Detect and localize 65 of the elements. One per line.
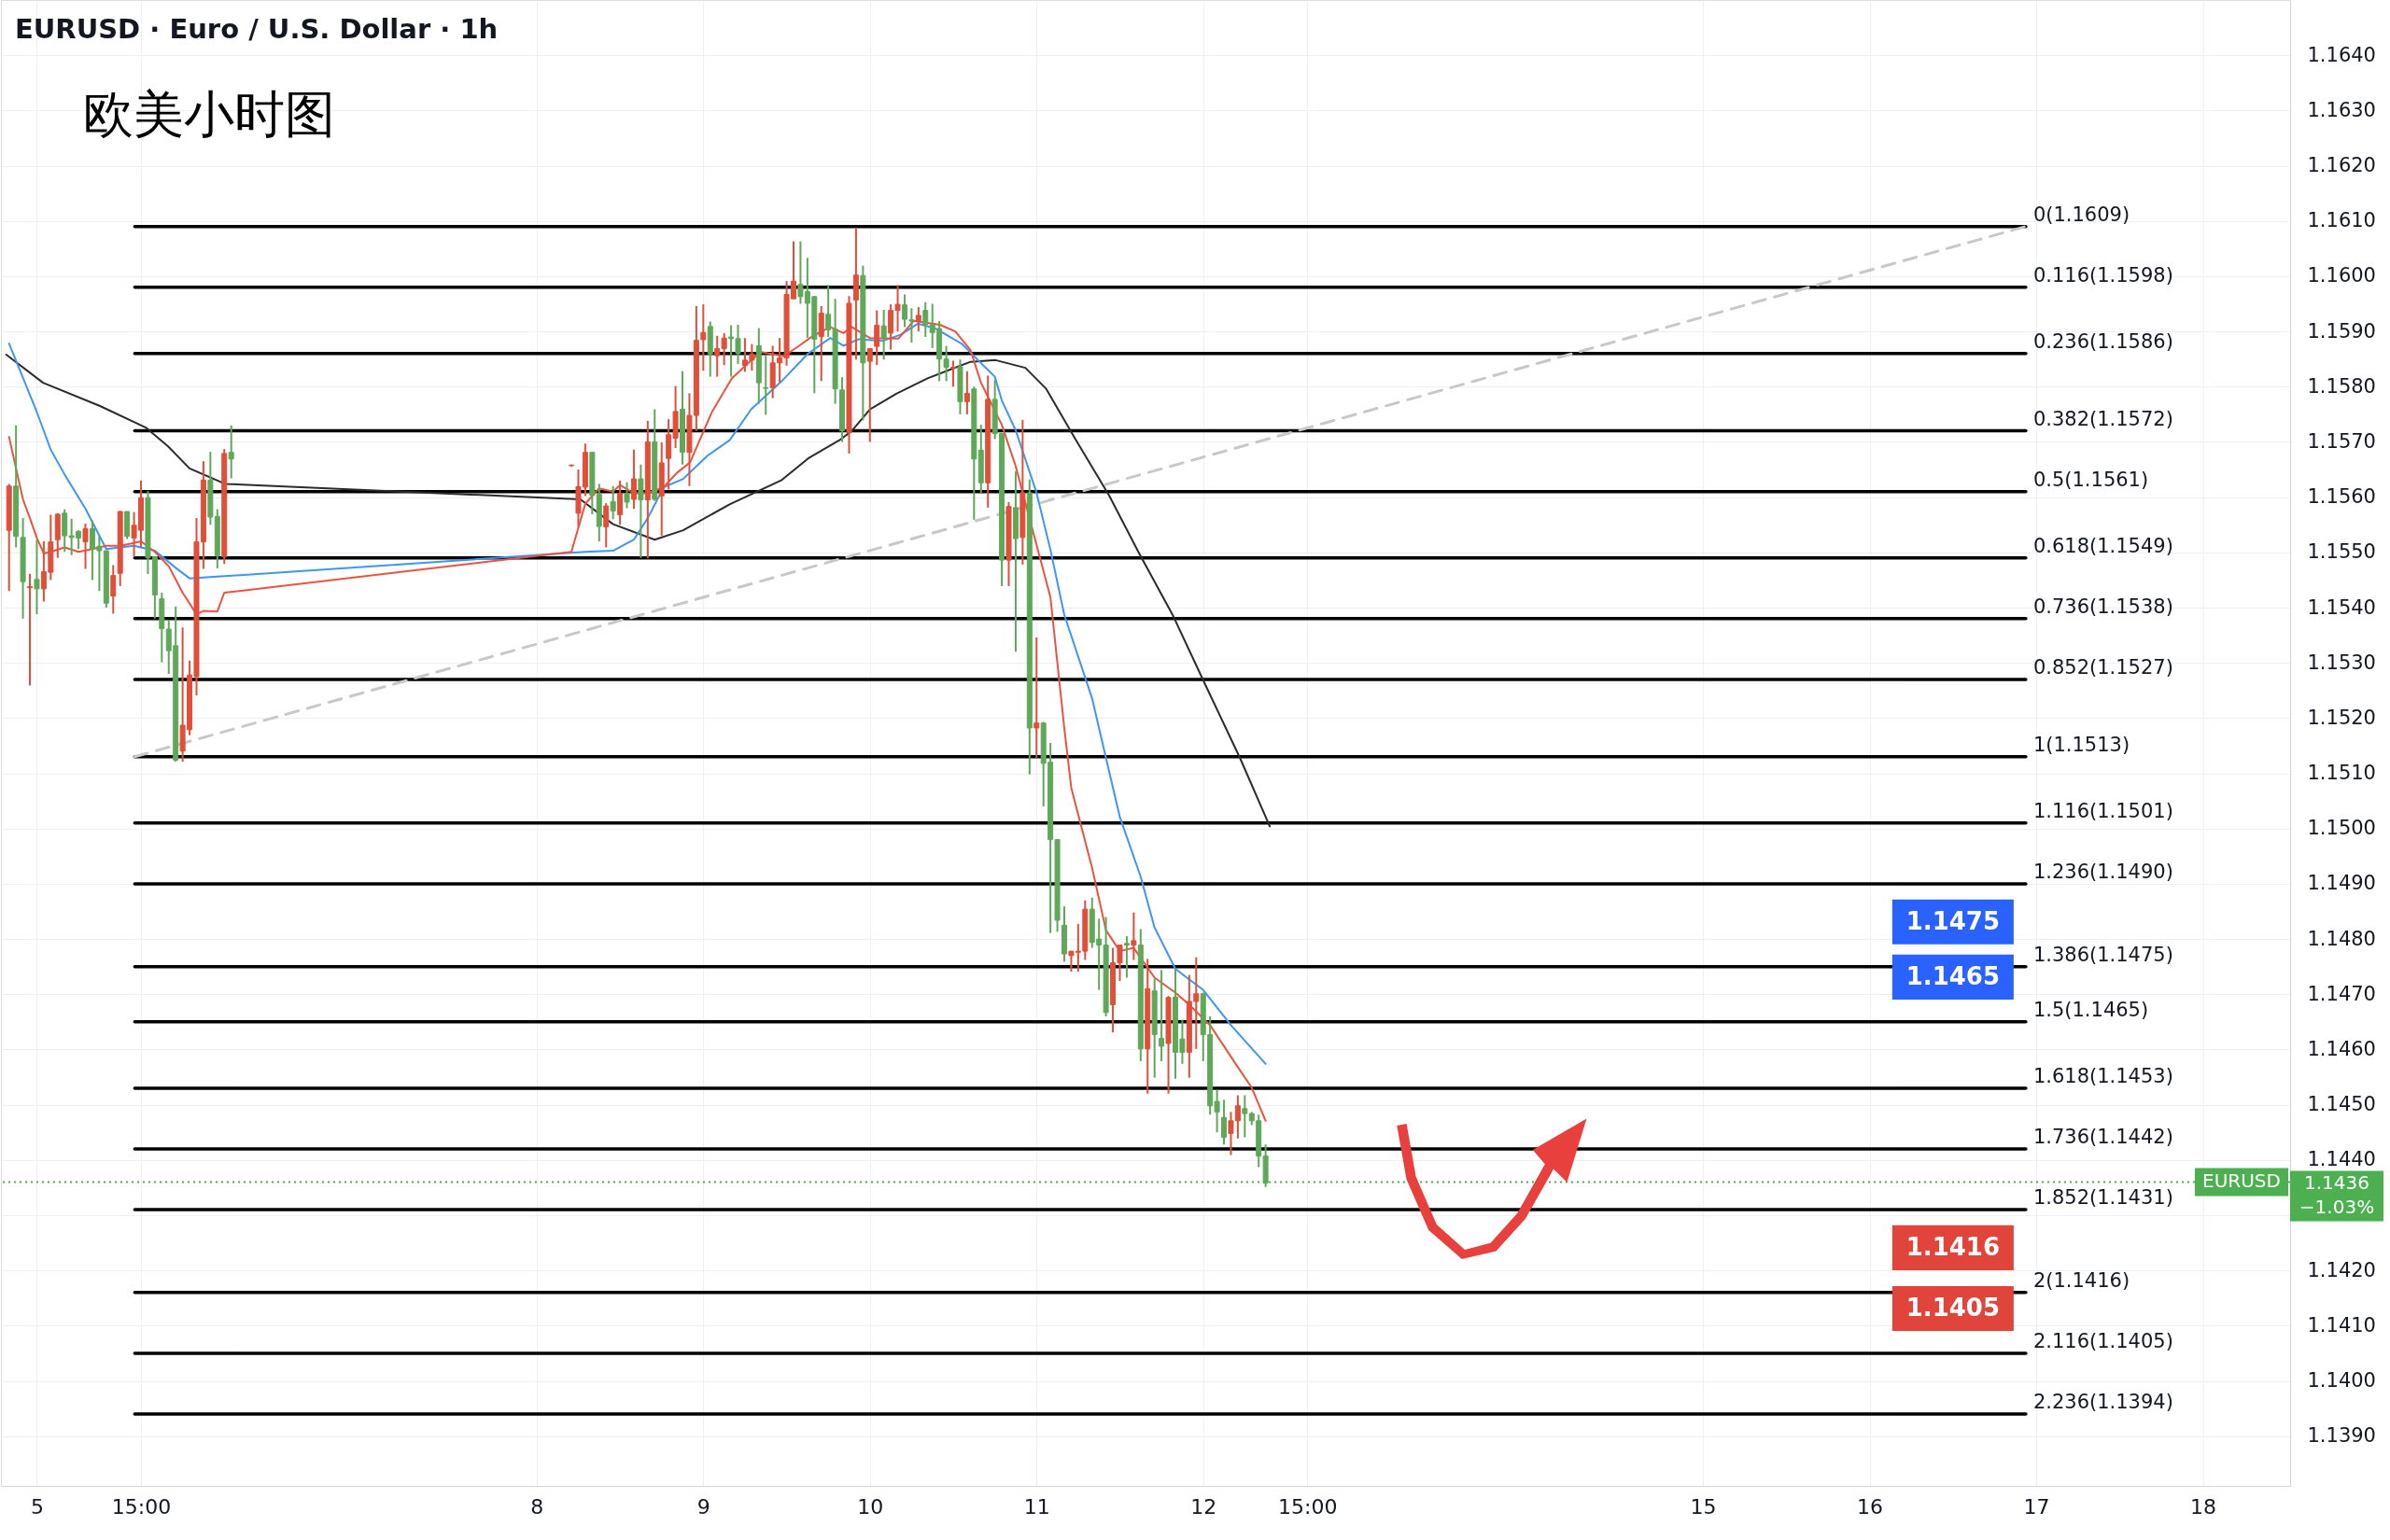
series-label: 1.852(1.1431) [2032,1186,2173,1210]
y-tick-label: 1.1570 [2307,429,2376,453]
series-label: 2(1.1416) [2032,1268,2130,1292]
data-label: 1.1465 [1905,961,2001,990]
x-tick-label: 9 [696,1494,710,1519]
text: 1.1436 [2304,1171,2369,1195]
y-tick-label: 1.1540 [2307,595,2376,619]
x-tick-label: 11 [1023,1494,1050,1519]
data-label: 1.1475 [1905,906,2001,935]
x-tick-label: 15:00 [111,1494,172,1519]
y-tick-label: 1.1410 [2307,1313,2376,1337]
y-tick-label: 1.1560 [2307,485,2376,509]
series-label: 0.236(1.1586) [2032,329,2173,353]
y-tick-label: 1.1500 [2307,817,2376,840]
series-label: 1.386(1.1475) [2032,943,2173,966]
text: −1.03% [2299,1196,2375,1219]
y-tick-label: 1.1610 [2307,209,2376,232]
series-label: 2.236(1.1394) [2032,1391,2173,1414]
y-tick-label: 1.1530 [2307,651,2376,674]
text: 欧美小时图 [83,85,335,144]
x-tick-label: 10 [857,1494,884,1519]
series-label: 0.382(1.1572) [2032,407,2173,430]
y-tick-label: 1.1590 [2307,319,2376,343]
series-label: 1(1.1513) [2032,733,2130,756]
y-tick-label: 1.1450 [2307,1093,2376,1116]
y-tick-label: 1.1580 [2307,374,2376,398]
series-label: 1.5(1.1465) [2032,998,2149,1021]
x-tick-label: 5 [30,1494,44,1519]
y-tick-label: 1.1470 [2307,982,2376,1005]
data-label: 1.1416 [1905,1232,2001,1261]
data-label: 1.1405 [1905,1293,2001,1322]
y-tick-label: 1.1640 [2307,43,2376,66]
y-tick-label: 1.1510 [2307,762,2376,785]
series-label: 0.736(1.1538) [2032,595,2173,618]
series-label: 1.236(1.1490) [2032,860,2173,883]
y-tick-label: 1.1490 [2307,872,2376,895]
y-tick-label: 1.1550 [2307,540,2376,564]
x-tick-label: 15:00 [1278,1494,1338,1519]
y-tick-label: 1.1390 [2307,1424,2376,1448]
y-tick-label: 1.1620 [2307,154,2376,177]
y-tick-label: 1.1440 [2307,1148,2376,1171]
x-tick-label: 15 [1690,1494,1717,1519]
series-label: 0.852(1.1527) [2032,655,2173,679]
y-tick-label: 1.1520 [2307,706,2376,729]
series-label: 0(1.1609) [2032,203,2130,226]
x-tick-label: 12 [1190,1494,1217,1519]
y-tick-label: 1.1400 [2307,1369,2376,1393]
series-label: 1.736(1.1442) [2032,1125,2173,1148]
x-tick-label: 17 [2023,1494,2050,1519]
x-tick-label: 18 [2190,1494,2217,1519]
y-tick-label: 1.1460 [2307,1037,2376,1060]
y-tick-label: 1.1600 [2307,264,2376,287]
text: EURUSD · Euro / U.S. Dollar · 1h [15,13,499,45]
ref-line-label: EURUSD [2202,1169,2281,1193]
y-tick-label: 1.1630 [2307,98,2376,121]
series-label: 0.618(1.1549) [2032,534,2173,557]
series-label: 0.5(1.1561) [2032,468,2149,491]
y-tick-label: 1.1420 [2307,1258,2376,1281]
x-tick-label: 8 [530,1494,544,1519]
series-label: 1.618(1.1453) [2032,1064,2173,1087]
series-label: 2.116(1.1405) [2032,1329,2173,1352]
y-tick-label: 1.1480 [2307,927,2376,950]
x-tick-label: 16 [1857,1494,1884,1519]
series-label: 1.116(1.1501) [2032,799,2173,822]
series-label: 0.116(1.1598) [2032,263,2173,287]
